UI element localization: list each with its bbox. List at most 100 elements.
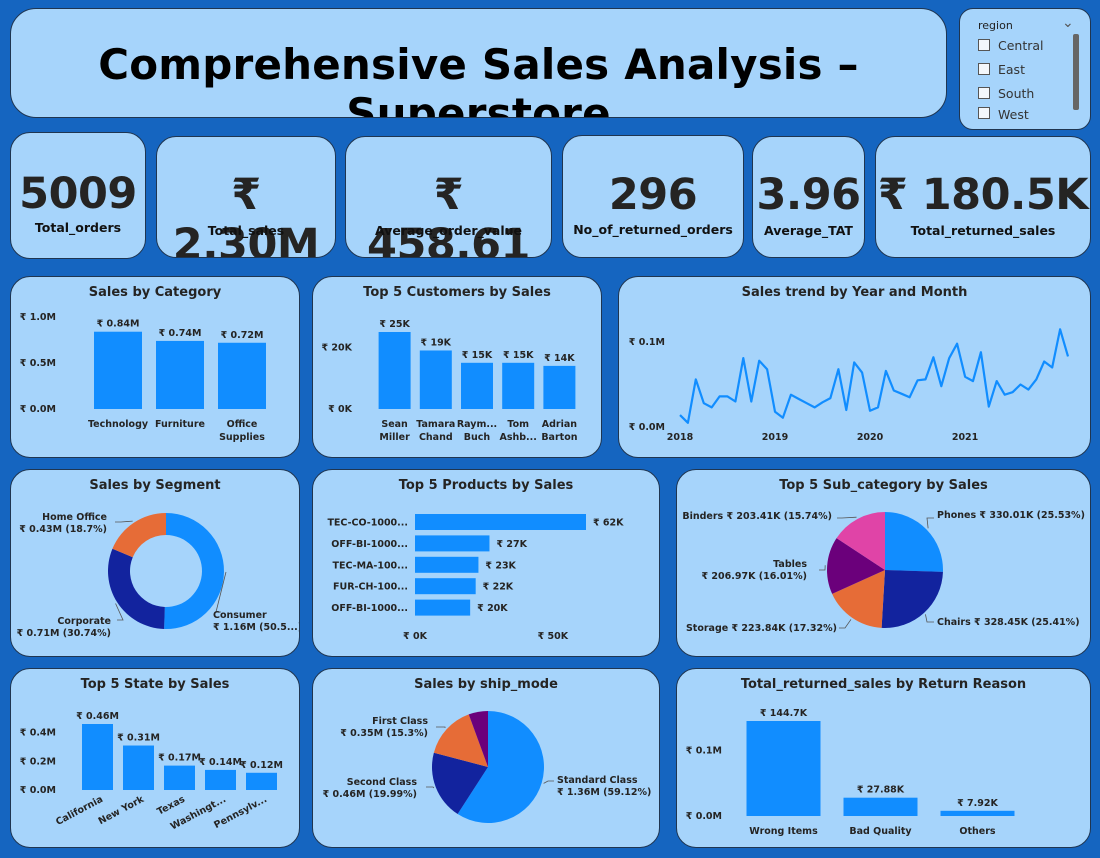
data-label: ₹ 0.84M (97, 319, 140, 330)
leader-line[interactable] (543, 780, 554, 784)
x-tick-label: 2018 (667, 432, 694, 443)
pie-slice[interactable] (433, 714, 488, 767)
bar[interactable] (205, 769, 236, 790)
leader-line[interactable] (839, 619, 852, 629)
slicer-option-south[interactable]: South (978, 83, 1034, 103)
bar[interactable] (746, 721, 821, 816)
bar[interactable] (415, 578, 476, 595)
bar[interactable] (156, 340, 204, 409)
checkbox[interactable] (978, 39, 990, 51)
pie-slice[interactable] (836, 512, 885, 570)
bar[interactable] (123, 745, 154, 790)
category-label: Supplies (219, 432, 265, 443)
bar[interactable] (843, 797, 918, 816)
bar[interactable] (461, 362, 493, 409)
slicer-option-central[interactable]: Central (978, 35, 1044, 55)
leader-line[interactable] (925, 614, 934, 623)
checkbox[interactable] (978, 107, 990, 119)
chart-top-states[interactable]: Top 5 State by Sales ₹ 0.0M ₹ 0.2M ₹ 0.4M ₹… (10, 668, 300, 848)
products-bar-chart[interactable]: TEC-CO-1000... ₹ 62K OFF-BI-1000... ₹ 27K TE… (313, 470, 660, 657)
slice-label: Chairs ₹ 328.45K (25.41%) (937, 617, 1080, 628)
chart-sales-by-segment[interactable]: Sales by Segment Consumer ₹ 1.16M (50.5..… (10, 469, 300, 657)
slicer-option-west[interactable]: West (978, 107, 1029, 121)
subcategory-pie-chart[interactable]: Phones ₹ 330.01K (25.53%) Chairs ₹ 328.45… (677, 470, 1091, 657)
chart-sales-trend[interactable]: Sales trend by Year and Month ₹ 0.0M ₹ 0.… (618, 276, 1091, 458)
page-title: Comprehensive Sales Analysis – Superstor… (98, 40, 859, 118)
pie-slice[interactable] (832, 570, 885, 628)
y-tick-label: ₹ 0.0M (20, 785, 56, 796)
bar[interactable] (419, 350, 452, 409)
data-label: ₹ 14K (544, 353, 575, 364)
pie-slice[interactable] (468, 711, 488, 767)
bar[interactable] (415, 599, 471, 616)
leader-line[interactable] (436, 726, 446, 728)
category-label: OFF-BI-1000... (331, 539, 408, 550)
data-label: ₹ 62K (593, 518, 624, 529)
chart-top-subcategory[interactable]: Top 5 Sub_category by Sales Phones ₹ 330… (676, 469, 1091, 657)
checkbox[interactable] (978, 87, 990, 99)
chart-returns-by-reason[interactable]: Total_returned_sales by Return Reason ₹ … (676, 668, 1091, 848)
slice-label: Phones ₹ 330.01K (25.53%) (937, 510, 1085, 521)
category-bar-chart[interactable]: ₹ 0.0M ₹ 0.5M ₹ 1.0M ₹ 0.84M Technology ₹ 0.7… (11, 277, 300, 458)
chart-sales-by-category[interactable]: Sales by Category ₹ 0.0M ₹ 0.5M ₹ 1.0M ₹ 0.… (10, 276, 300, 458)
leader-line[interactable] (115, 520, 133, 523)
pie-slice[interactable] (432, 752, 488, 815)
category-label: Barton (541, 432, 577, 443)
segment-donut-chart[interactable]: Consumer₹ 1.16M (50.5...) Corporate₹ 0.71… (11, 470, 300, 657)
pie-slice[interactable] (112, 513, 166, 558)
bar[interactable] (502, 362, 535, 409)
slice-name: Tables (773, 559, 807, 570)
leader-line[interactable] (837, 516, 857, 519)
leader-line[interactable] (819, 565, 826, 571)
pie-slice[interactable] (457, 711, 544, 823)
data-label: ₹ 22K (483, 582, 514, 593)
category-label: Texas (155, 794, 187, 818)
region-slicer[interactable]: region ⌄ Central East South West (959, 8, 1091, 130)
y-tick-label: ₹ 0.0M (629, 422, 665, 433)
bar[interactable] (415, 556, 479, 573)
chart-top-products[interactable]: Top 5 Products by Sales TEC-CO-1000... ₹ … (312, 469, 660, 657)
pie-slice[interactable] (164, 513, 225, 629)
chevron-down-icon[interactable]: ⌄ (1062, 15, 1074, 31)
category-label: California (54, 794, 105, 828)
bar[interactable] (246, 772, 277, 790)
data-label: ₹ 7.92K (957, 798, 998, 809)
slicer-title: region (978, 19, 1013, 32)
slicer-scrollbar[interactable] (1073, 34, 1079, 110)
bar[interactable] (940, 810, 1015, 816)
leader-line[interactable] (926, 517, 934, 529)
pie-slice[interactable] (885, 512, 943, 572)
bar[interactable] (164, 765, 195, 790)
customers-bar-chart[interactable]: ₹ 0K ₹ 20K ₹ 25K Sean Miller ₹ 19K Tamara Chand… (313, 277, 602, 458)
chart-top-customers[interactable]: Top 5 Customers by Sales ₹ 0K ₹ 20K ₹ 25K S… (312, 276, 602, 458)
bar[interactable] (415, 514, 586, 530)
data-label: ₹ 0.74M (159, 328, 202, 339)
series-line[interactable] (679, 328, 1070, 424)
chart-ship-mode[interactable]: Sales by ship_mode Standard Class ₹ 1.36M… (312, 668, 660, 848)
checkbox[interactable] (978, 63, 990, 75)
bar[interactable] (415, 535, 490, 552)
bar[interactable] (218, 342, 266, 409)
returns-bar-chart[interactable]: ₹ 0.0M ₹ 0.1M ₹ 144.7K Wrong Items ₹ 27.88K B… (677, 669, 1091, 848)
y-tick-label: ₹ 0.2M (20, 756, 56, 767)
leader-line[interactable] (115, 603, 124, 621)
bar[interactable] (82, 724, 113, 790)
chart-title: Total_returned_sales by Return Reason (740, 677, 1027, 692)
state-bar-chart[interactable]: ₹ 0.0M ₹ 0.2M ₹ 0.4M ₹ 0.46M California ₹ 0.3… (11, 669, 300, 848)
shipmode-pie-chart[interactable]: Standard Class₹ 1.36M (59.12%) Second Cla… (313, 669, 660, 848)
pie-slice[interactable] (107, 548, 165, 629)
kpi-returned-orders: 296 No_of_returned_orders (562, 135, 744, 258)
slice-name: Second Class (347, 777, 418, 788)
leader-line[interactable] (215, 571, 227, 613)
slicer-option-east[interactable]: East (978, 59, 1025, 79)
bar[interactable] (543, 365, 576, 409)
category-label: TEC-CO-1000... (327, 518, 408, 529)
bar[interactable] (94, 331, 142, 409)
bar[interactable] (378, 332, 411, 409)
data-label: ₹ 25K (379, 319, 410, 330)
leader-line[interactable] (426, 786, 435, 789)
pie-slice[interactable] (881, 570, 943, 628)
trend-line-chart[interactable]: ₹ 0.0M ₹ 0.1M 2018 2019 2020 2021 (619, 277, 1091, 458)
kpi-average-tat: 3.96 Average_TAT (752, 136, 865, 258)
pie-slice[interactable] (827, 538, 885, 594)
